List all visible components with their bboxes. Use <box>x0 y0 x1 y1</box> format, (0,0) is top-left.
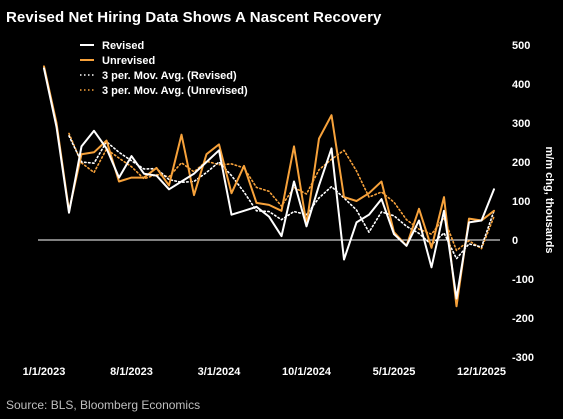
y-tick-label: 300 <box>512 118 530 130</box>
chart-title: Revised Net Hiring Data Shows A Nascent … <box>6 9 382 26</box>
y-tick-label: 200 <box>512 157 530 169</box>
source-note: Source: BLS, Bloomberg Economics <box>6 398 201 412</box>
legend: Revised Unrevised 3 per. Mov. Avg. (Revise… <box>80 40 248 97</box>
x-axis: 1/1/2023 8/1/2023 3/1/2024 10/1/2024 5/1/202… <box>23 366 506 378</box>
legend-label: 3 per. Mov. Avg. (Unrevised) <box>102 85 248 97</box>
y-tick-label: -100 <box>512 274 534 286</box>
x-tick-label: 3/1/2024 <box>198 366 242 378</box>
y-tick-label: 500 <box>512 40 530 52</box>
x-tick-label: 12/1/2025 <box>457 366 506 378</box>
y-axis-label: m/m chg, thousands <box>543 147 555 254</box>
y-tick-label: 100 <box>512 196 530 208</box>
x-tick-label: 8/1/2023 <box>110 366 153 378</box>
legend-label: 3 per. Mov. Avg. (Revised) <box>102 70 237 82</box>
y-tick-label: -200 <box>512 313 534 325</box>
x-tick-label: 10/1/2024 <box>282 366 332 378</box>
y-tick-label: 0 <box>512 235 518 247</box>
y-tick-label: 400 <box>512 79 530 91</box>
x-tick-label: 5/1/2025 <box>373 366 416 378</box>
y-axis: 500 400 300 200 100 0 -100 -200 -300 <box>512 40 534 364</box>
legend-label: Revised <box>102 40 144 52</box>
series-layer <box>43 65 495 308</box>
legend-label: Unrevised <box>102 55 155 67</box>
x-tick-label: 1/1/2023 <box>23 366 66 378</box>
y-tick-label: -300 <box>512 352 534 364</box>
series-line-revised <box>43 67 495 300</box>
series-line-unrevised <box>43 65 495 308</box>
